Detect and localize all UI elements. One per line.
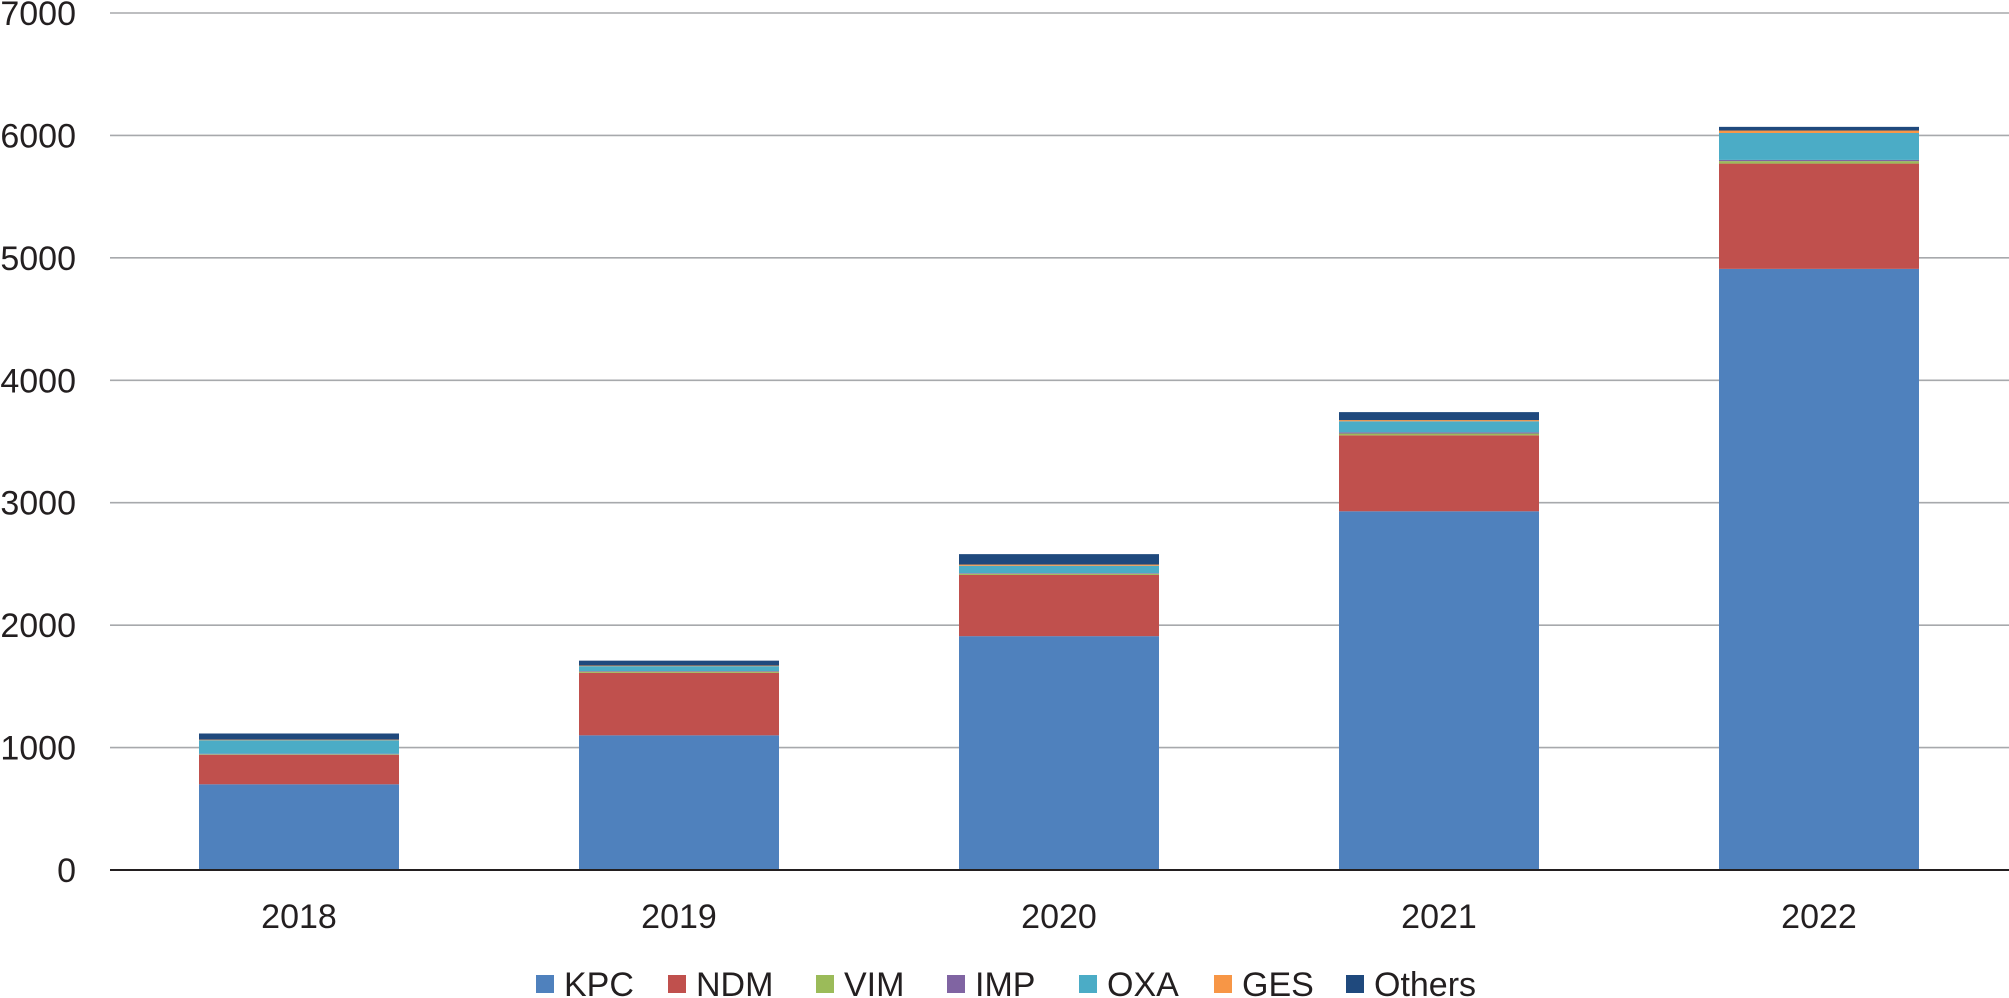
bar-segment-imp-2018 (199, 753, 399, 755)
legend-item-others: Others (1346, 966, 1476, 998)
legend-swatch (668, 975, 686, 993)
legend-label: NDM (696, 966, 773, 998)
y-tick-label: 2000 (0, 607, 76, 645)
y-tick-label: 4000 (0, 362, 76, 400)
legend-item-kpc: KPC (536, 966, 634, 998)
bar-segment-oxa-2020 (959, 565, 1159, 574)
y-tick-label: 7000 (0, 0, 76, 33)
x-tick-label: 2020 (1021, 898, 1097, 936)
bar-segment-oxa-2021 (1339, 421, 1539, 433)
bar-segment-kpc-2022 (1719, 268, 1919, 870)
bar-segment-ndm-2022 (1719, 163, 1919, 269)
y-tick-label: 5000 (0, 240, 76, 278)
y-tick-label: 0 (57, 852, 76, 890)
bars (199, 126, 1919, 870)
bar-segment-oxa-2018 (199, 740, 399, 754)
legend-label: Others (1374, 966, 1476, 998)
legend-item-ges: GES (1214, 966, 1314, 998)
bar-segment-others-2021 (1339, 412, 1539, 421)
bar-segment-ges-2020 (959, 564, 1159, 566)
legend-swatch (1214, 975, 1232, 993)
legend-swatch (536, 975, 554, 993)
legend-label: VIM (844, 966, 904, 998)
legend-label: OXA (1107, 966, 1179, 998)
y-tick-label: 6000 (0, 117, 76, 155)
bar-segment-ndm-2020 (959, 574, 1159, 637)
bar-segment-others-2019 (579, 660, 779, 666)
legend: KPC NDM VIM IMP OXA GES Others (536, 966, 1476, 998)
bar-segment-ndm-2019 (579, 672, 779, 736)
bar-segment-others-2020 (959, 554, 1159, 565)
bar-stack-2022 (1719, 126, 1919, 870)
legend-label: IMP (975, 966, 1035, 998)
x-axis-tick-labels: 2018 2019 2020 2021 2022 (261, 898, 1857, 936)
bar-stack-2020 (959, 554, 1159, 870)
legend-swatch (816, 975, 834, 993)
legend-swatch (947, 975, 965, 993)
bar-segment-ndm-2021 (1339, 435, 1539, 512)
bar-segment-ges-2018 (199, 739, 399, 741)
bar-stack-2021 (1339, 412, 1539, 870)
bar-segment-vim-2020 (959, 573, 1159, 575)
legend-item-ndm: NDM (668, 966, 773, 998)
bar-segment-vim-2018 (199, 754, 399, 755)
y-tick-label: 3000 (0, 485, 76, 523)
legend-item-imp: IMP (947, 966, 1035, 998)
y-tick-label: 1000 (0, 730, 76, 768)
bar-segment-imp-2021 (1339, 432, 1539, 434)
bar-segment-ges-2019 (579, 665, 779, 667)
legend-item-oxa: OXA (1079, 966, 1179, 998)
bar-segment-kpc-2021 (1339, 511, 1539, 870)
bar-segment-imp-2020 (959, 573, 1159, 574)
bar-segment-oxa-2022 (1719, 132, 1919, 160)
bar-segment-others-2018 (199, 733, 399, 740)
bar-segment-imp-2019 (579, 671, 779, 672)
legend-item-vim: VIM (816, 966, 904, 998)
x-tick-label: 2021 (1401, 898, 1477, 936)
x-tick-label: 2022 (1781, 898, 1857, 936)
x-tick-label: 2018 (261, 898, 337, 936)
bar-segment-vim-2021 (1339, 433, 1539, 436)
bar-segment-ges-2022 (1719, 130, 1919, 133)
bar-segment-kpc-2020 (959, 636, 1159, 870)
bar-stack-2018 (199, 733, 399, 870)
bar-stack-2019 (579, 660, 779, 870)
legend-label: GES (1242, 966, 1314, 998)
bar-segment-kpc-2019 (579, 735, 779, 870)
bar-segment-vim-2019 (579, 671, 779, 673)
bar-segment-ndm-2018 (199, 754, 399, 785)
bar-segment-kpc-2018 (199, 784, 399, 870)
gridlines (110, 12, 2009, 749)
y-axis-tick-labels: 0 1000 2000 3000 4000 5000 6000 7000 (0, 0, 76, 890)
legend-swatch (1346, 975, 1364, 993)
x-tick-label: 2019 (641, 898, 717, 936)
bar-segment-vim-2022 (1719, 161, 1919, 164)
bar-segment-oxa-2019 (579, 666, 779, 672)
bar-segment-ges-2021 (1339, 420, 1539, 422)
legend-swatch (1079, 975, 1097, 993)
bar-segment-imp-2022 (1719, 159, 1919, 162)
legend-label: KPC (564, 966, 634, 998)
bar-segment-others-2022 (1719, 126, 1919, 131)
